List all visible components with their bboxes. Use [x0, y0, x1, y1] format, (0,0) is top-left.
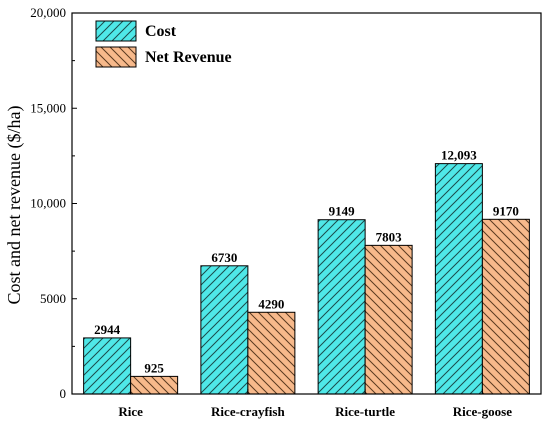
y-tick-label: 0 [60, 386, 67, 401]
data-label: 9149 [329, 204, 356, 219]
legend: Cost Net Revenue [95, 20, 232, 68]
y-tick-label: 20,000 [30, 5, 66, 20]
bar-hatch [247, 311, 296, 395]
legend-swatch-hatch [95, 46, 137, 68]
bar-hatch [130, 375, 179, 395]
x-tick-label: Rice [118, 404, 143, 419]
bar-hatch [364, 244, 413, 395]
data-label: 4290 [258, 296, 284, 311]
y-tick-label: 15,000 [30, 100, 66, 115]
y-axis-label: Cost and net revenue ($/ha) [4, 106, 25, 305]
data-label: 9170 [493, 203, 519, 218]
x-tick-label: Rice-goose [453, 404, 512, 419]
bar-hatch [434, 163, 483, 395]
data-label: 6730 [211, 250, 237, 265]
y-tick-label: 10,000 [30, 196, 66, 211]
legend-label: Cost [145, 23, 177, 40]
data-label: 925 [144, 360, 164, 375]
legend-swatch-hatch [95, 20, 137, 42]
legend-label: Net Revenue [145, 49, 232, 66]
bar-hatch [481, 218, 530, 395]
bar-hatch [317, 219, 366, 395]
x-tick-label: Rice-crayfish [211, 404, 285, 419]
x-tick-label: Rice-turtle [335, 404, 395, 419]
bar-hatch [83, 337, 132, 395]
data-label: 12,093 [441, 148, 477, 163]
y-tick-label: 5000 [40, 291, 66, 306]
data-label: 7803 [376, 229, 403, 244]
bar-hatch [200, 265, 249, 395]
plot-area: 2944 925 Rice 6730 4290 Rice-crayfish 9149 7803… [30, 5, 542, 419]
data-label: 2944 [94, 322, 121, 337]
